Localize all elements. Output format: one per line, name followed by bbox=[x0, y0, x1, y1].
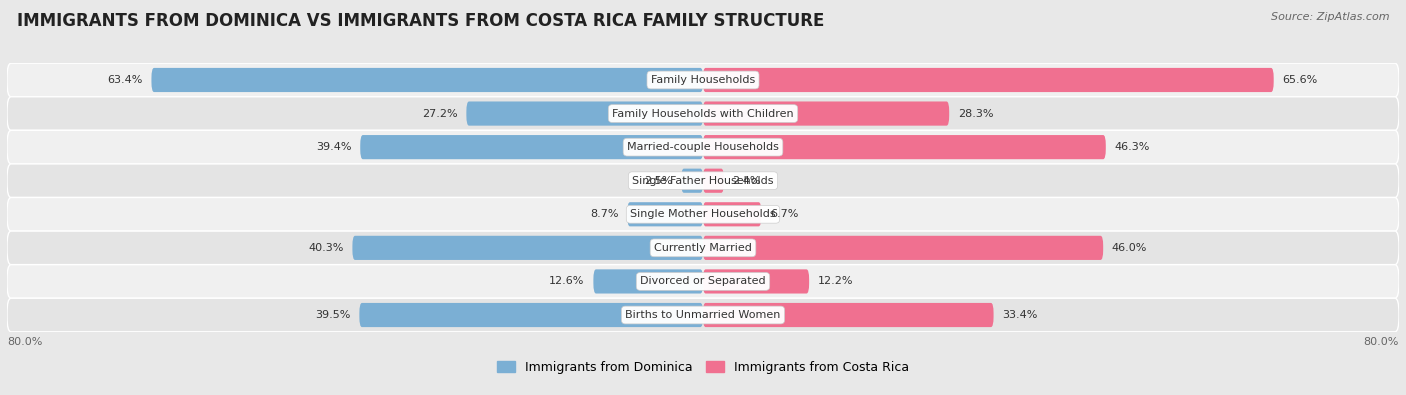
FancyBboxPatch shape bbox=[7, 130, 1399, 164]
Text: 28.3%: 28.3% bbox=[957, 109, 994, 118]
Text: Family Households: Family Households bbox=[651, 75, 755, 85]
Text: 2.5%: 2.5% bbox=[644, 176, 672, 186]
Text: 12.6%: 12.6% bbox=[550, 276, 585, 286]
FancyBboxPatch shape bbox=[703, 303, 994, 327]
Text: 8.7%: 8.7% bbox=[591, 209, 619, 219]
FancyBboxPatch shape bbox=[7, 63, 1399, 97]
Legend: Immigrants from Dominica, Immigrants from Costa Rica: Immigrants from Dominica, Immigrants fro… bbox=[496, 361, 910, 374]
Text: 39.5%: 39.5% bbox=[315, 310, 350, 320]
Text: Source: ZipAtlas.com: Source: ZipAtlas.com bbox=[1271, 12, 1389, 22]
FancyBboxPatch shape bbox=[7, 198, 1399, 231]
Text: Divorced or Separated: Divorced or Separated bbox=[640, 276, 766, 286]
FancyBboxPatch shape bbox=[703, 169, 724, 193]
Text: 12.2%: 12.2% bbox=[818, 276, 853, 286]
Text: Single Father Households: Single Father Households bbox=[633, 176, 773, 186]
FancyBboxPatch shape bbox=[7, 265, 1399, 298]
FancyBboxPatch shape bbox=[7, 298, 1399, 332]
Text: IMMIGRANTS FROM DOMINICA VS IMMIGRANTS FROM COSTA RICA FAMILY STRUCTURE: IMMIGRANTS FROM DOMINICA VS IMMIGRANTS F… bbox=[17, 12, 824, 30]
Text: 40.3%: 40.3% bbox=[308, 243, 343, 253]
Text: 6.7%: 6.7% bbox=[770, 209, 799, 219]
Text: 63.4%: 63.4% bbox=[107, 75, 143, 85]
Text: 33.4%: 33.4% bbox=[1002, 310, 1038, 320]
Text: Births to Unmarried Women: Births to Unmarried Women bbox=[626, 310, 780, 320]
FancyBboxPatch shape bbox=[703, 236, 1104, 260]
FancyBboxPatch shape bbox=[703, 102, 949, 126]
Text: Family Households with Children: Family Households with Children bbox=[612, 109, 794, 118]
FancyBboxPatch shape bbox=[703, 135, 1105, 159]
Text: 2.4%: 2.4% bbox=[733, 176, 761, 186]
Text: Married-couple Households: Married-couple Households bbox=[627, 142, 779, 152]
FancyBboxPatch shape bbox=[593, 269, 703, 293]
Text: 46.0%: 46.0% bbox=[1112, 243, 1147, 253]
Text: 65.6%: 65.6% bbox=[1282, 75, 1317, 85]
FancyBboxPatch shape bbox=[703, 202, 761, 226]
FancyBboxPatch shape bbox=[467, 102, 703, 126]
FancyBboxPatch shape bbox=[7, 231, 1399, 265]
FancyBboxPatch shape bbox=[703, 68, 1274, 92]
FancyBboxPatch shape bbox=[7, 97, 1399, 130]
Text: 46.3%: 46.3% bbox=[1115, 142, 1150, 152]
FancyBboxPatch shape bbox=[703, 269, 808, 293]
Text: 80.0%: 80.0% bbox=[7, 337, 42, 347]
FancyBboxPatch shape bbox=[152, 68, 703, 92]
FancyBboxPatch shape bbox=[627, 202, 703, 226]
Text: Single Mother Households: Single Mother Households bbox=[630, 209, 776, 219]
Text: 80.0%: 80.0% bbox=[1364, 337, 1399, 347]
FancyBboxPatch shape bbox=[360, 135, 703, 159]
Text: Currently Married: Currently Married bbox=[654, 243, 752, 253]
FancyBboxPatch shape bbox=[353, 236, 703, 260]
Text: 27.2%: 27.2% bbox=[422, 109, 458, 118]
FancyBboxPatch shape bbox=[360, 303, 703, 327]
FancyBboxPatch shape bbox=[682, 169, 703, 193]
FancyBboxPatch shape bbox=[7, 164, 1399, 198]
Text: 39.4%: 39.4% bbox=[316, 142, 352, 152]
